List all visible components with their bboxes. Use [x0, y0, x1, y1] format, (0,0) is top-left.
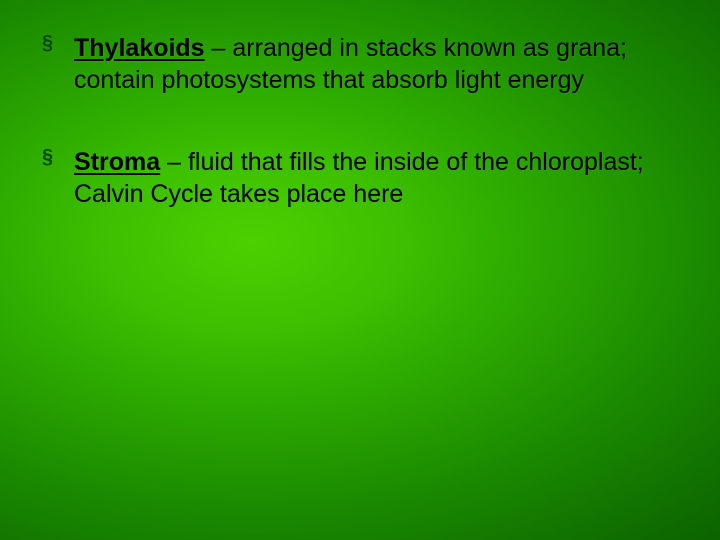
bullet-item: § Stroma – fluid that fills the inside o…: [40, 146, 680, 210]
bullet-item: § Thylakoids – arranged in stacks known …: [40, 32, 680, 96]
square-bullet-icon: §: [42, 150, 56, 164]
term: Stroma: [74, 148, 160, 176]
separator: –: [160, 148, 188, 176]
bullet-list: § Thylakoids – arranged in stacks known …: [40, 32, 680, 210]
square-bullet-icon: §: [42, 36, 56, 50]
separator: –: [205, 34, 233, 62]
slide: § Thylakoids – arranged in stacks known …: [0, 0, 720, 540]
term: Thylakoids: [74, 34, 205, 62]
